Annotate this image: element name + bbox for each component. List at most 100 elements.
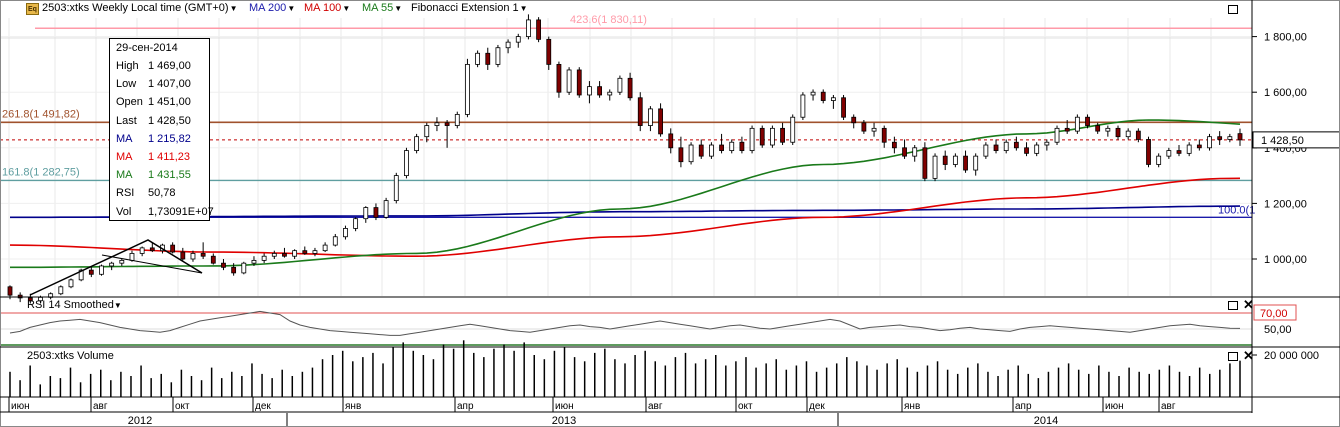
candle-body xyxy=(912,147,918,157)
candle-body xyxy=(891,141,897,149)
volume-pane-title: 2503:xtks Volume xyxy=(27,350,114,362)
candle-body xyxy=(1085,116,1090,126)
rsi-close-icon[interactable]: ✕ xyxy=(1243,297,1254,312)
year-label: 2013 xyxy=(552,415,576,427)
tooltip-row: Vol 1,73091E+07 xyxy=(116,205,214,218)
candle-body xyxy=(963,155,968,171)
candle-body xyxy=(749,127,755,151)
candle-body xyxy=(231,266,237,274)
candle-body xyxy=(556,64,562,93)
candle-body xyxy=(119,259,125,264)
tooltip-row: Low 1 407,00 xyxy=(116,78,191,90)
candle-body xyxy=(942,155,948,165)
rsi-level-label: 70,00 xyxy=(1260,308,1288,320)
candle-body xyxy=(139,247,145,254)
tooltip-row: MA 1 215,82 xyxy=(116,132,191,145)
equity-icon[interactable]: Eq xyxy=(26,3,39,15)
maximize-button[interactable] xyxy=(1228,5,1238,14)
candle-body xyxy=(973,155,979,171)
month-label: янв xyxy=(345,401,361,412)
candle-body xyxy=(1146,139,1151,165)
tooltip-row: RSI 50,78 xyxy=(116,187,176,200)
candle-body xyxy=(332,236,338,246)
candle-body xyxy=(312,250,318,254)
month-label: авг xyxy=(93,401,108,412)
month-label: авг xyxy=(1161,401,1176,412)
candle-body xyxy=(68,279,74,288)
candle-body xyxy=(424,125,430,138)
rsi-maximize-button[interactable] xyxy=(1228,301,1238,310)
month-label: июн xyxy=(555,401,574,412)
symbol-selector[interactable]: 2503:xtks Weekly Local time (GMT+0)▼ xyxy=(42,2,237,14)
candle-body xyxy=(180,251,186,260)
tooltip-label: RSI xyxy=(116,187,135,200)
fib-selector[interactable]: Fibonacci Extension 1▼ xyxy=(411,2,528,14)
ma-line-ma100 xyxy=(9,177,1241,258)
candle-body xyxy=(1227,136,1233,140)
candle-body xyxy=(1186,144,1192,154)
candle-body xyxy=(1237,133,1243,141)
tooltip-label: MA xyxy=(116,132,133,145)
rsi-title: RSI 14 Smoothed xyxy=(27,299,114,311)
fib-label: Fibonacci Extension 1 xyxy=(411,2,519,14)
candle-body xyxy=(688,144,694,163)
ma100-selector[interactable]: MA 100▼ xyxy=(304,2,350,14)
month-label: июн xyxy=(1105,401,1124,412)
candle-body xyxy=(627,77,633,99)
month-label: янв xyxy=(904,401,920,412)
month-label: апр xyxy=(1015,401,1032,412)
candle-body xyxy=(597,86,602,96)
fib-label-100: 100.0(1 xyxy=(1218,204,1255,216)
tooltip-value: 1 407,00 xyxy=(148,78,191,91)
tooltip-label: MA xyxy=(116,151,133,163)
ma55-selector[interactable]: MA 55▼ xyxy=(362,2,402,14)
candle-body xyxy=(952,155,958,165)
dropdown-arrow-icon: ▼ xyxy=(394,4,403,13)
volume-close-icon[interactable]: ✕ xyxy=(1243,348,1254,363)
candle-body xyxy=(871,127,877,132)
tooltip-row: Open 1 451,00 xyxy=(116,96,191,108)
candle-body xyxy=(658,108,663,135)
rsi-pane-title[interactable]: RSI 14 Smoothed▼ xyxy=(27,299,122,311)
candle-body xyxy=(536,19,541,40)
candle-body xyxy=(282,253,287,257)
candle-body xyxy=(607,91,613,96)
candle-body xyxy=(698,144,704,157)
candle-body xyxy=(322,244,328,252)
rsi-level-box xyxy=(1253,304,1297,321)
candle-body xyxy=(780,127,785,143)
candle-body xyxy=(759,127,765,146)
candle-body xyxy=(1115,127,1121,138)
candle-body xyxy=(810,91,816,96)
candle-body xyxy=(251,259,257,264)
candle-body xyxy=(1034,144,1040,154)
candle-body xyxy=(170,244,176,253)
price-tick-label: 1 800,00 xyxy=(1264,32,1307,44)
candle-body xyxy=(1044,141,1050,146)
candle-body xyxy=(861,122,867,132)
price-tick-label: 1 600,00 xyxy=(1264,87,1307,99)
candle-body xyxy=(729,141,735,151)
tooltip-date: 29-сен-2014 xyxy=(116,42,178,54)
month-label: окт xyxy=(738,401,753,412)
last-price-label: 1 428,50 xyxy=(1261,135,1304,147)
candle-body xyxy=(7,286,13,296)
tooltip-value: 1 215,82 xyxy=(148,132,191,145)
candle-body xyxy=(648,108,653,126)
candle-body xyxy=(363,207,369,220)
tooltip-label: Vol xyxy=(116,205,132,218)
ma200-selector[interactable]: MA 200▼ xyxy=(249,2,295,14)
volume-maximize-button[interactable] xyxy=(1228,352,1238,361)
candle-body xyxy=(739,141,745,151)
candle-body xyxy=(576,69,582,96)
ma55-label: MA 55 xyxy=(362,2,394,14)
candle-body xyxy=(1064,127,1070,132)
candle-body xyxy=(475,52,481,65)
trendline xyxy=(101,254,203,274)
candle-body xyxy=(88,269,94,275)
candle-body xyxy=(343,228,348,238)
year-label: 2014 xyxy=(1034,415,1058,427)
candle-body xyxy=(1217,136,1223,140)
candle-body xyxy=(221,262,226,268)
